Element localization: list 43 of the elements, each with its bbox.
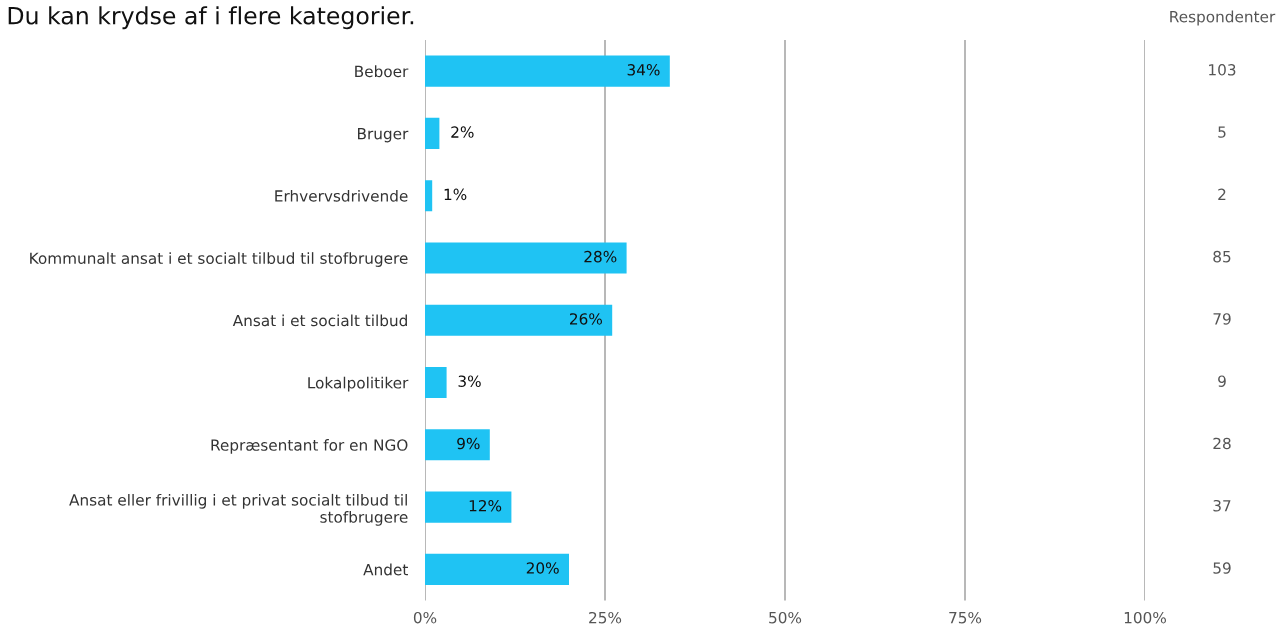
bar (425, 180, 433, 212)
data-label: 1% (444, 188, 467, 201)
x-tick-label: 75% (949, 611, 982, 624)
bar (425, 491, 512, 523)
y-tick-label: Erhvervsdrivende (275, 189, 408, 202)
bar (425, 242, 627, 274)
x-tick-label: 100% (1124, 611, 1166, 624)
y-tick-label: Beboer (355, 65, 409, 78)
y-tick-label: Repræsentant for en NGO (211, 439, 408, 454)
bar (425, 429, 490, 461)
data-label: 12% (469, 499, 502, 512)
data-label: 3% (458, 375, 481, 387)
y-tick-label: Ansat eller frivillig i et privat socialt tilbud til stofbrugere (69, 493, 408, 526)
y-tick-label: Lokalpolitiker (308, 376, 409, 392)
y-tick-label: Ansat i et socialt tilbud (232, 314, 407, 327)
text: 79 (1213, 313, 1231, 325)
data-label: 2% (451, 126, 474, 138)
text: 59 (1213, 562, 1231, 574)
data-label: 9% (457, 437, 480, 450)
bar (425, 117, 440, 149)
x-tick-label: 0% (413, 611, 437, 624)
data-label: 20% (526, 562, 559, 574)
y-tick-label: Bruger (358, 128, 409, 143)
bar (425, 304, 613, 336)
x-tick-label: 25% (589, 611, 622, 624)
text: 2 (1218, 188, 1226, 200)
y-tick-label: Kommunalt ansat i et socialt tilbud til stofbrugere (30, 252, 408, 267)
text: 37 (1213, 499, 1231, 512)
x-tick-label: 50% (769, 611, 802, 624)
bar (425, 55, 670, 87)
data-label: 34% (627, 64, 660, 76)
text: 85 (1213, 250, 1231, 263)
bar (425, 553, 569, 585)
bar (425, 366, 447, 399)
data-label: 28% (584, 250, 617, 263)
y-tick-label: Andet (363, 563, 408, 576)
y2-axis-title: Respondenter (1170, 10, 1276, 26)
text: 28 (1213, 437, 1231, 450)
text: 9 (1218, 375, 1226, 387)
text: Du kan krydse af i flere kategorier. (8, 6, 414, 30)
text: 5 (1218, 126, 1226, 138)
text: 103 (1209, 64, 1236, 76)
data-label: 26% (570, 313, 602, 325)
